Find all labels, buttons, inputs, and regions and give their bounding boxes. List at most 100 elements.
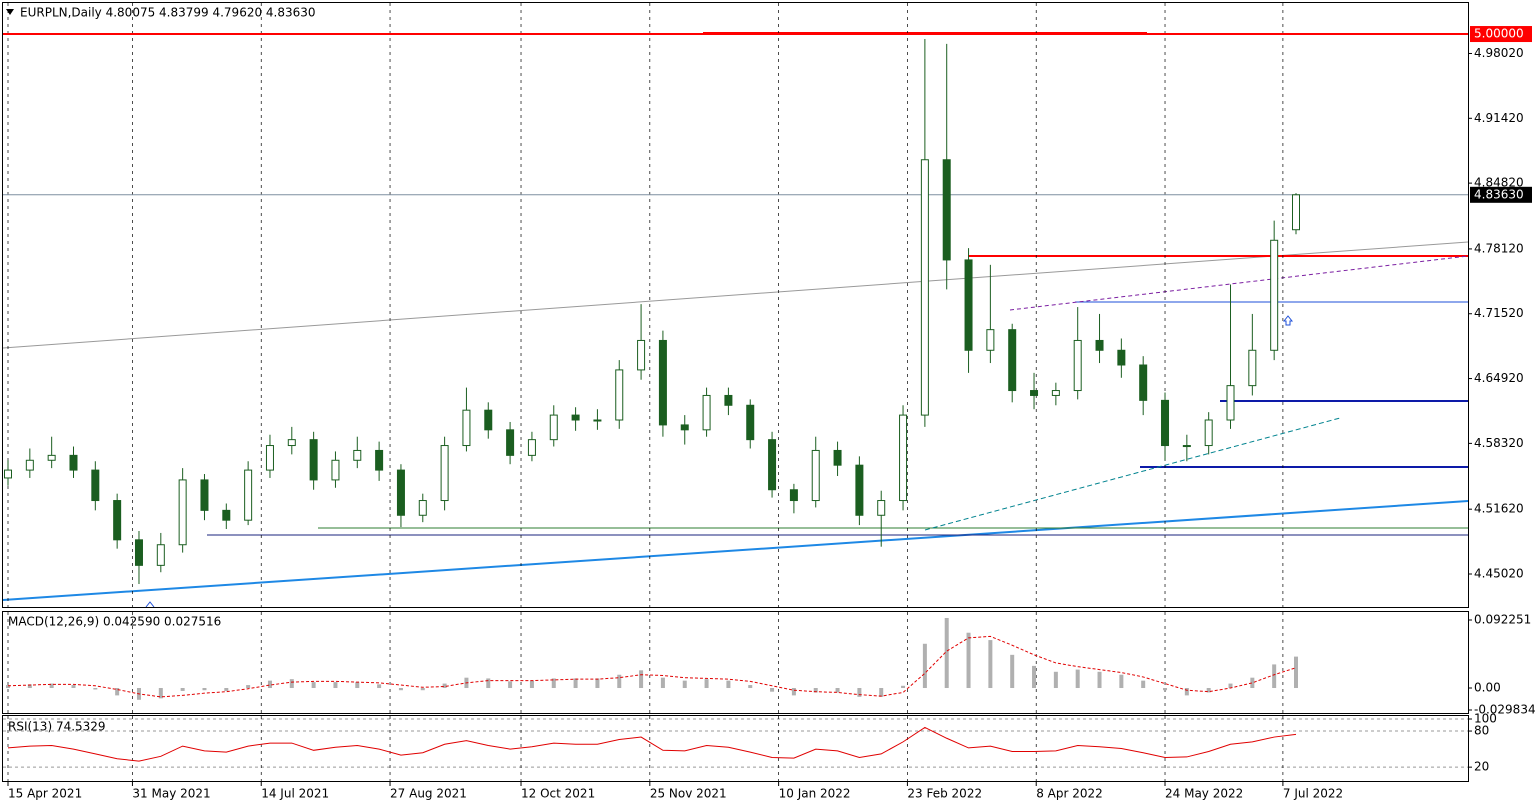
- candle-body: [287, 439, 296, 447]
- macd-bar: [835, 688, 840, 693]
- macd-bar: [1141, 680, 1146, 689]
- macd-bar: [508, 681, 513, 689]
- y-tick-label: 4.64920: [1474, 371, 1524, 385]
- candle-body: [1073, 339, 1082, 392]
- macd-bar: [398, 688, 403, 691]
- candle-body: [1226, 385, 1235, 421]
- y-tick-label: -0.029834: [1474, 703, 1536, 717]
- macd-bar: [267, 680, 272, 689]
- candle-body: [593, 419, 602, 422]
- candle-body: [920, 159, 929, 416]
- macd-bar: [224, 688, 229, 691]
- candle-body: [178, 479, 187, 546]
- candle-body: [506, 429, 515, 456]
- candle-body: [375, 449, 384, 471]
- candle-body: [440, 445, 449, 502]
- macd-bar: [595, 678, 600, 689]
- y-tick-label: 4.58320: [1474, 436, 1524, 450]
- macd-bar: [115, 688, 120, 696]
- macd-bar: [1032, 665, 1037, 689]
- x-tick-label: 15 Apr 2021: [8, 787, 82, 801]
- candle-body: [462, 409, 471, 447]
- main-panel: [2, 2, 1469, 608]
- candle-body: [615, 369, 624, 421]
- macd-bar: [333, 682, 338, 689]
- macd-bar: [486, 678, 491, 689]
- candle-body: [1095, 339, 1104, 351]
- candle-body: [47, 454, 56, 461]
- rsi-title: RSI(13) 74.5329: [8, 720, 106, 734]
- candle-body: [571, 414, 580, 421]
- candle-body: [702, 394, 711, 431]
- candle-body: [1204, 419, 1213, 447]
- y-tick-label: 4.51620: [1474, 502, 1524, 516]
- macd-bar: [726, 680, 731, 689]
- macd-bar: [355, 682, 360, 689]
- candle-body: [418, 500, 427, 516]
- y-tick-label: 20: [1474, 760, 1489, 774]
- price-level-label: 5.00000: [1474, 27, 1524, 41]
- macd-bar: [748, 685, 753, 689]
- macd-bar: [704, 679, 709, 689]
- macd-bar: [660, 677, 665, 689]
- candle-body: [309, 439, 318, 481]
- y-tick-label: 100: [1474, 712, 1497, 726]
- macd-bar: [1075, 669, 1080, 689]
- x-tick-label: 7 Jul 2022: [1283, 787, 1343, 801]
- macd-bar: [93, 688, 98, 690]
- candle-body: [1008, 329, 1017, 392]
- candle-body: [680, 424, 689, 431]
- candle-body: [25, 459, 34, 471]
- candle-body: [134, 539, 143, 566]
- x-tick-label: 12 Oct 2021: [521, 787, 595, 801]
- macd-bar: [49, 683, 54, 689]
- macd-title: MACD(12,26,9) 0.042590 0.027516: [8, 615, 221, 629]
- macd-bar: [966, 632, 971, 689]
- candle-body: [877, 500, 886, 516]
- candle-body: [1161, 399, 1170, 447]
- candle-body: [4, 469, 12, 479]
- macd-bar: [1294, 656, 1298, 689]
- candle-body: [265, 445, 274, 471]
- candle-body: [746, 404, 755, 441]
- candle-body: [113, 500, 122, 541]
- macd-bar: [180, 688, 185, 691]
- y-tick-label: 4.91420: [1474, 111, 1524, 125]
- y-tick-label: 0.00: [1474, 681, 1501, 695]
- y-tick-label: 4.98020: [1474, 46, 1524, 60]
- candle-body: [200, 479, 209, 511]
- y-tick-label: 80: [1474, 724, 1489, 738]
- macd-bar: [813, 688, 818, 693]
- x-tick-label: 14 Jul 2021: [261, 787, 329, 801]
- x-tick-label: 24 May 2022: [1165, 787, 1243, 801]
- macd-bar: [6, 685, 10, 689]
- macd-bar: [1272, 664, 1277, 689]
- candle-body: [244, 469, 253, 521]
- x-tick-label: 27 Aug 2021: [390, 787, 467, 801]
- candle-body: [1117, 349, 1126, 366]
- y-tick-label: 4.78120: [1474, 241, 1524, 255]
- candle-body: [1139, 364, 1148, 401]
- candle-body: [527, 439, 536, 456]
- candle-body: [1030, 390, 1039, 396]
- x-tick-label: 31 May 2021: [132, 787, 210, 801]
- macd-bar: [1228, 683, 1233, 689]
- candle-body: [855, 464, 864, 516]
- macd-bar: [1010, 654, 1015, 689]
- signal-line: [7, 635, 1297, 698]
- price-level-label: 4.83630: [1474, 187, 1524, 201]
- macd-bar: [529, 680, 534, 689]
- candle-body: [396, 469, 405, 516]
- macd-bar: [617, 674, 622, 689]
- x-tick-label: 23 Feb 2022: [907, 787, 982, 801]
- candle-body: [156, 544, 165, 566]
- y-tick-label: 4.45020: [1474, 567, 1524, 581]
- macd-panel: [2, 611, 1469, 714]
- y-tick-label: 4.71520: [1474, 306, 1524, 320]
- macd-bar: [988, 640, 993, 689]
- candle-body: [658, 339, 667, 426]
- candle-body: [964, 259, 973, 351]
- macd-bar: [573, 678, 578, 689]
